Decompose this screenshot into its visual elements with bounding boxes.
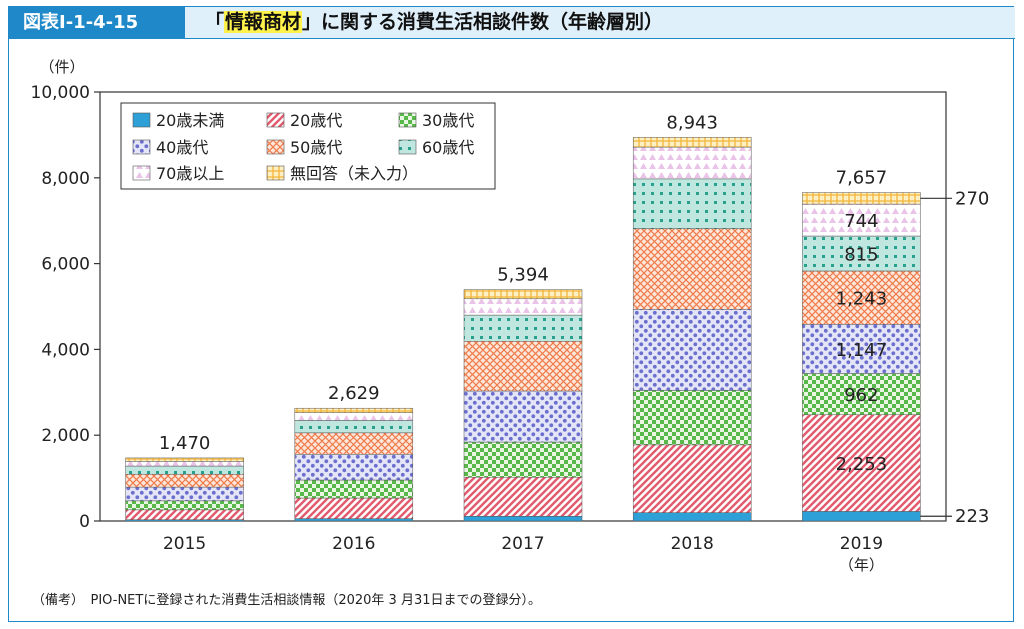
bar-segment: [802, 192, 921, 205]
legend-label: 20歳代: [290, 111, 342, 130]
bar-segment: [463, 289, 583, 300]
legend-label: 50歳代: [290, 138, 342, 157]
bar-segment: [294, 407, 414, 413]
x-tick-label: 2016: [332, 534, 375, 554]
figure-label: 図表Ⅰ-1-4-15: [9, 7, 185, 38]
bar-total-label: 5,394: [497, 265, 549, 286]
legend-swatch: [132, 139, 151, 155]
legend-label: 60歳代: [422, 138, 474, 157]
bar-segment: [463, 516, 583, 522]
bar-segment: [125, 461, 244, 467]
bar-segment: [125, 500, 244, 511]
source-note: （備考） PIO-NETに登録された消費生活相談情報（2020年 3 月31日ま…: [32, 593, 541, 608]
figure-frame: 図表Ⅰ-1-4-15 「情報商材」に関する消費生活相談件数（年齢層別）: [8, 6, 1015, 622]
bar-segment: [294, 479, 414, 499]
bar-segment: [632, 390, 752, 446]
bar-segment: [463, 314, 583, 342]
bar-segment: [294, 497, 414, 519]
y-tick-label: 0: [79, 512, 90, 532]
segment-value-label: 1,147: [836, 340, 888, 361]
bar-segment: [632, 178, 752, 229]
bar-total-label: 2,629: [328, 383, 380, 404]
bar-segment: [463, 340, 583, 392]
segment-value-label: 2,253: [836, 454, 888, 475]
y-tick-label: 8,000: [41, 169, 90, 189]
x-tick-label: 2017: [501, 534, 544, 554]
segment-value-label: 962: [844, 385, 878, 406]
bar-segment: [802, 511, 921, 522]
callout-label-top: 270: [955, 188, 989, 209]
bar-segment: [125, 473, 244, 488]
legend-swatch: [266, 112, 285, 128]
bar-segment: [802, 373, 921, 416]
bar-segment: [632, 137, 752, 148]
legend-swatch: [132, 112, 151, 128]
bar-segment: [294, 412, 414, 421]
segment-value-label: 1,243: [836, 289, 888, 310]
x-tick-label: 2015: [163, 534, 206, 554]
bar-segment: [125, 457, 244, 462]
bar-segment: [463, 441, 583, 478]
bar-total-label: 1,470: [159, 433, 211, 454]
title-open-bracket: 「: [205, 11, 225, 33]
bar-segment: [802, 235, 921, 272]
legend-label: 30歳代: [422, 111, 474, 130]
bar-segment: [632, 228, 752, 310]
title-rest: 」に関する消費生活相談件数（年齢層別）: [302, 11, 664, 33]
bar-total-label: 8,943: [666, 112, 718, 133]
bar-segment: [294, 432, 414, 455]
legend-box: [120, 102, 496, 190]
segment-value-label: 815: [844, 244, 878, 265]
x-axis-unit-label: （年）: [839, 556, 884, 574]
legend-label: 無回答（未入力）: [290, 164, 418, 183]
figure-header: 図表Ⅰ-1-4-15 「情報商材」に関する消費生活相談件数（年齢層別）: [9, 7, 1015, 39]
bar-segment: [632, 309, 752, 391]
bar-segment: [125, 486, 244, 502]
bar-segment: [463, 476, 583, 517]
y-tick-label: 10,000: [31, 83, 90, 103]
bar-segment: [463, 390, 583, 443]
bar-segment: [294, 518, 414, 522]
y-tick-label: 4,000: [41, 340, 90, 360]
bar-segment: [632, 444, 752, 513]
bar-segment: [632, 146, 752, 180]
legend-swatch: [132, 165, 151, 181]
bar-segment: [802, 270, 921, 325]
bar-segment: [294, 420, 414, 434]
bar-segment: [802, 324, 921, 374]
x-tick-label: 2019: [840, 534, 883, 554]
y-tick-label: 6,000: [41, 255, 90, 275]
legend-swatch: [398, 139, 417, 155]
bar-segment: [125, 509, 244, 520]
legend-swatch: [398, 112, 417, 128]
x-tick-label: 2018: [671, 534, 714, 554]
figure-title: 「情報商材」に関する消費生活相談件数（年齢層別）: [205, 7, 663, 38]
title-highlight: 情報商材: [224, 11, 303, 33]
bar-segment: [294, 454, 414, 481]
legend-label: 40歳代: [156, 138, 208, 157]
legend-label: 70歳以上: [156, 164, 224, 183]
y-axis-unit-label: （件）: [39, 58, 84, 76]
bar-segment: [632, 512, 752, 522]
legend-label: 20歳未満: [156, 111, 224, 130]
bar-total-label: 7,657: [836, 168, 888, 189]
callout-label-bottom: 223: [955, 506, 989, 527]
legend-swatch: [266, 165, 285, 181]
segment-value-label: 744: [844, 211, 878, 232]
legend-swatch: [266, 139, 285, 155]
bar-segment: [125, 465, 244, 475]
bar-segment: [463, 298, 583, 316]
y-tick-label: 2,000: [41, 426, 90, 446]
